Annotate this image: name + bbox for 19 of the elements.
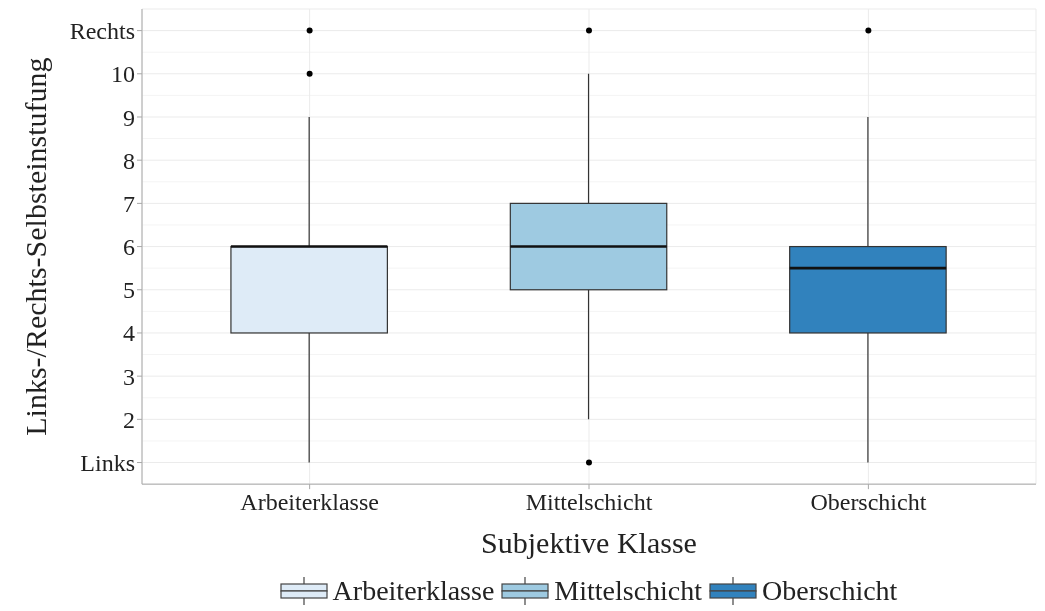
legend-label: Arbeiterklasse [332,575,495,606]
y-tick-label: Rechts [69,18,135,45]
y-tick-label: 2 [123,406,135,433]
y-tick-label: 7 [123,190,135,217]
x-axis-title: Subjektive Klasse [481,526,697,560]
legend-label: Mittelschicht [554,575,703,606]
y-tick-label: 8 [123,147,135,174]
y-tick-label: 5 [123,277,135,304]
x-tick-label: Mittelschicht [525,489,653,516]
y-tick-label: 6 [123,234,135,261]
y-axis-title: Links-/Rechts-Selbsteinstufung [19,57,52,436]
y-tick-label: 9 [123,104,135,131]
y-tick-label: 3 [123,363,135,390]
y-tick-label: 4 [123,320,135,347]
y-tick-label: Links [80,450,135,477]
legend-label: Oberschicht [762,575,898,606]
x-tick-label: Arbeiterklasse [240,489,379,516]
y-tick-label: 10 [111,61,135,88]
x-tick-label: Oberschicht [810,489,927,516]
